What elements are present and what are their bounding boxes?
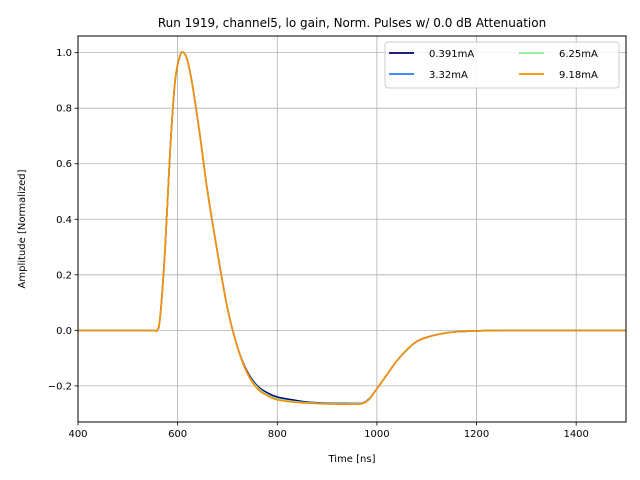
legend-label: 9.18mA	[559, 70, 598, 81]
y-tick-label: 0.4	[56, 215, 72, 226]
y-tick-label: 0.2	[56, 270, 72, 281]
legend-box	[384, 41, 620, 89]
y-tick-label: 0.6	[56, 159, 72, 170]
x-tick-label: 800	[268, 429, 287, 440]
legend-label: 3.32mA	[429, 70, 468, 81]
y-tick-label: 1.0	[56, 48, 72, 59]
x-tick-label: 600	[168, 429, 187, 440]
axis-ticks: 400 600 800 1000 1200 1400 −0.2 0.0 0.2 0.4 0.6 0.8…	[48, 48, 589, 440]
x-tick-label: 1200	[464, 429, 489, 440]
grid	[77, 36, 626, 422]
y-tick-label: −0.2	[48, 381, 72, 392]
x-axis-label: Time [ns]	[327, 454, 375, 465]
legend: 0.391mA 3.32mA 6.25mA 9.18mA	[384, 41, 620, 89]
series-lines	[77, 51, 627, 406]
legend-label: 6.25mA	[559, 49, 598, 60]
y-axis-label: Amplitude [Normalized]	[17, 169, 28, 288]
plot-frame	[77, 35, 627, 423]
x-tick-label: 1000	[364, 429, 389, 440]
y-tick-label: 0.8	[56, 104, 72, 115]
series-line-3	[77, 51, 627, 406]
x-tick-label: 1400	[563, 429, 588, 440]
x-tick-label: 400	[68, 429, 87, 440]
y-tick-label: 0.0	[56, 326, 72, 337]
chart-title: Run 1919, channel5, lo gain, Norm. Pulse…	[158, 16, 546, 30]
legend-label: 0.391mA	[429, 49, 474, 60]
